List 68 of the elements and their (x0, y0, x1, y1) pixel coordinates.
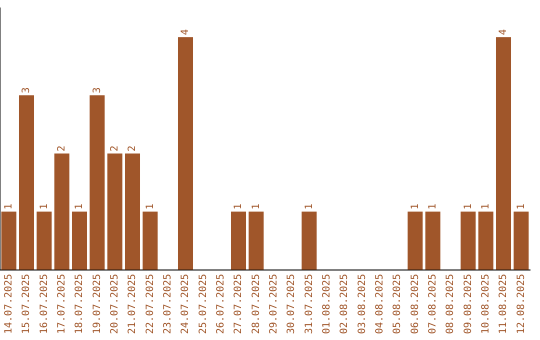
x-tick-label: 20.07.2025 (109, 274, 120, 334)
x-tick-label: 15.07.2025 (21, 274, 32, 334)
bar (496, 37, 512, 270)
data-label: 2 (127, 145, 138, 152)
bar (514, 212, 529, 270)
x-tick-label: 16.07.2025 (38, 274, 50, 334)
x-tick-label: 01.08.2025 (321, 274, 332, 334)
bar (460, 212, 476, 270)
bar (124, 153, 140, 270)
x-tick-label: 27.07.2025 (233, 274, 244, 334)
bar (107, 153, 122, 270)
bar (178, 37, 194, 270)
data-label: 2 (56, 145, 68, 152)
x-tick-label: 11.08.2025 (498, 274, 510, 334)
x-tick-label: 02.08.2025 (339, 274, 350, 334)
data-label: 1 (74, 204, 86, 210)
data-label: 1 (233, 204, 244, 210)
data-label: 3 (92, 87, 103, 94)
bar (54, 153, 70, 270)
x-tick-label: 12.08.2025 (516, 274, 527, 334)
bar (18, 95, 34, 270)
x-tick-label: 04.08.2025 (374, 274, 386, 334)
data-label: 1 (304, 204, 315, 210)
x-tick-label: 21.07.2025 (127, 274, 138, 334)
bar (478, 212, 494, 270)
x-tick-label: 17.07.2025 (56, 274, 68, 334)
bar (142, 212, 158, 270)
x-tick-label: 29.07.2025 (268, 274, 280, 334)
x-tick-label: 06.08.2025 (410, 274, 421, 334)
bar (425, 212, 440, 270)
x-tick-label: 05.08.2025 (392, 274, 404, 334)
data-label: 1 (462, 204, 474, 210)
bar (90, 95, 105, 270)
bar (408, 212, 423, 270)
data-label: 1 (3, 204, 14, 210)
x-tick-label: 24.07.2025 (180, 274, 192, 334)
data-label: 1 (480, 204, 492, 210)
x-tick-label: 09.08.2025 (462, 274, 474, 334)
x-tick-label: 18.07.2025 (74, 274, 86, 334)
data-label: 4 (180, 29, 192, 36)
data-label: 4 (498, 29, 510, 36)
x-tick-label: 14.07.2025 (3, 274, 14, 334)
x-tick-label: 25.07.2025 (198, 274, 209, 334)
x-tick-label: 10.08.2025 (480, 274, 492, 334)
data-label: 2 (109, 145, 120, 152)
bar (230, 212, 246, 270)
x-tick-label: 03.08.2025 (356, 274, 368, 334)
x-tick-label: 07.08.2025 (427, 274, 438, 334)
x-tick-label: 31.07.2025 (304, 274, 315, 334)
bar (1, 212, 16, 270)
data-label: 1 (250, 204, 262, 210)
bar (72, 212, 88, 270)
data-label: 1 (516, 204, 527, 210)
bar (302, 212, 317, 270)
x-tick-label: 08.08.2025 (445, 274, 456, 334)
x-tick-label: 30.07.2025 (286, 274, 298, 334)
x-tick-label: 23.07.2025 (162, 274, 174, 334)
data-label: 1 (427, 204, 438, 210)
data-label: 1 (410, 204, 421, 210)
x-tick-label: 26.07.2025 (215, 274, 226, 334)
bar (36, 212, 52, 270)
x-tick-label: 28.07.2025 (250, 274, 262, 334)
data-label: 3 (21, 87, 32, 94)
x-tick-label: 19.07.2025 (92, 274, 103, 334)
data-label: 1 (38, 204, 50, 210)
data-label: 1 (144, 204, 156, 210)
x-tick-label: 22.07.2025 (144, 274, 156, 334)
bar (248, 212, 264, 270)
